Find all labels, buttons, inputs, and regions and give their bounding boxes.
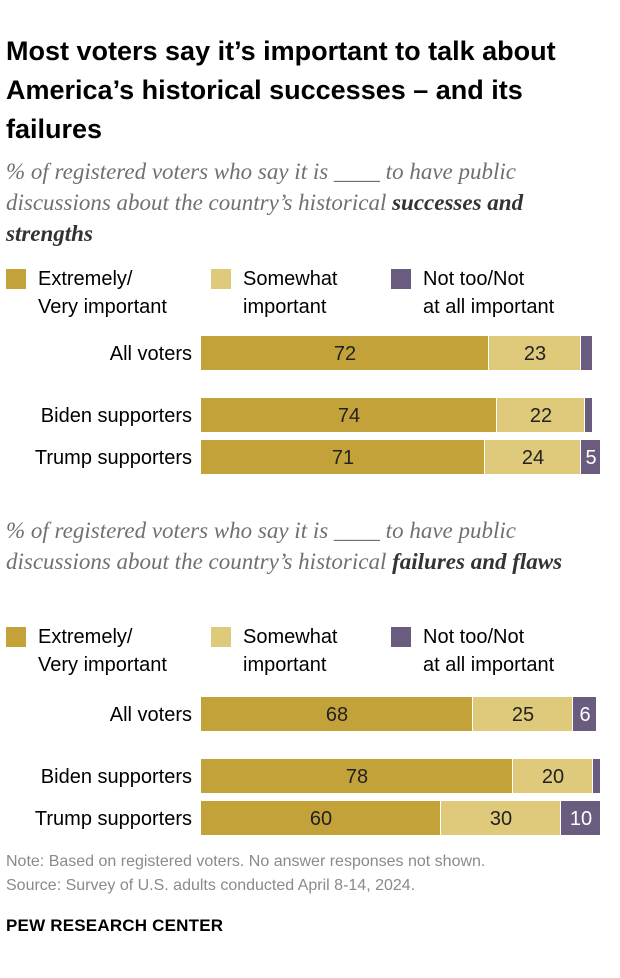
legend-swatch-somewhat	[211, 627, 231, 647]
bar-segment-extremely	[201, 336, 488, 370]
bar-segment-extremely	[201, 759, 512, 793]
category-label: Biden supporters	[41, 766, 192, 788]
bar-segment-not_too	[573, 697, 596, 731]
panel-2-subtitle-emphasis: failures and flaws	[392, 549, 563, 574]
legend-swatch-extremely	[6, 269, 26, 289]
panel-2-subtitle: % of registered voters who say it is ___…	[6, 515, 610, 577]
data-label: 30	[490, 808, 512, 830]
legend-label-somewhat: Somewhat important	[243, 268, 338, 318]
panel-1-subtitle-emphasis: successes and strengths	[6, 190, 524, 246]
panel-1-legend: Extremely/Very important Somewhat importa…	[0, 265, 620, 325]
bar-segment-somewhat	[485, 440, 580, 474]
category-label: Trump supporters	[35, 447, 192, 469]
legend-label-extremely: Extremely/Very important	[38, 626, 167, 676]
bar-segment-somewhat	[441, 801, 560, 835]
pew-logo-text: PEW RESEARCH CENTER	[6, 916, 224, 935]
data-label: 5	[585, 447, 596, 469]
legend-label-not-too: Not too/Not at all important	[423, 268, 555, 318]
legend-swatch-somewhat	[211, 269, 231, 289]
panel-2-chart: All voters 68 25 6 Biden supporters 78 20 Trump…	[0, 689, 620, 839]
data-label: 60	[310, 808, 332, 830]
legend-label-not-too: Not too/Not at all important	[423, 626, 555, 676]
panel-1-subtitle-prefix: % of registered voters who say it is ___…	[6, 159, 516, 215]
data-label: 78	[346, 766, 368, 788]
bar-segment-not_too	[593, 759, 600, 793]
panel-1-chart-svg: All voters 72 23 Biden supporters 74 22 Trump …	[35, 336, 600, 474]
panel-1-subtitle: % of registered voters who say it is ___…	[6, 156, 610, 249]
legend-swatch-extremely	[6, 627, 26, 647]
bar-segment-extremely	[201, 801, 440, 835]
panel-1-chart: All voters 72 23 Biden supporters 74 22 Trump …	[0, 328, 620, 478]
legend-label-extremely: Extremely/Very important	[38, 268, 167, 318]
data-label: 6	[579, 704, 590, 726]
bar-segment-not_too	[585, 398, 592, 432]
data-label: 72	[334, 343, 356, 365]
data-label: 10	[570, 808, 592, 830]
legend-swatch-not-too	[391, 269, 411, 289]
legend-swatch-not-too	[391, 627, 411, 647]
bar-segment-somewhat	[489, 336, 580, 370]
bar-segment-extremely	[201, 398, 496, 432]
bar-segment-not_too	[581, 440, 600, 474]
data-label: 25	[512, 704, 534, 726]
bar-segment-somewhat	[513, 759, 592, 793]
data-label: 71	[332, 447, 354, 469]
data-label: 22	[530, 405, 552, 427]
data-label: 24	[522, 447, 544, 469]
bar-segment-not_too	[581, 336, 592, 370]
panel-2-legend: Extremely/Very important Somewhat importa…	[0, 623, 620, 683]
category-label: All voters	[110, 343, 192, 365]
bar-segment-somewhat	[497, 398, 584, 432]
category-label: Trump supporters	[35, 808, 192, 830]
footnote: Note: Based on registered voters. No ans…	[6, 850, 485, 898]
data-label: 20	[542, 766, 564, 788]
category-label: Biden supporters	[41, 405, 192, 427]
source-text: Source: Survey of U.S. adults conducted …	[6, 877, 416, 894]
bar-segment-somewhat	[473, 697, 572, 731]
data-label: 68	[326, 704, 348, 726]
bar-segment-extremely	[201, 440, 484, 474]
panel-2-subtitle-prefix: % of registered voters who say it is ___…	[6, 518, 516, 574]
bar-segment-not_too	[561, 801, 600, 835]
data-label: 23	[524, 343, 546, 365]
panel-2-chart-svg: All voters 68 25 6 Biden supporters 78 20 Trump…	[35, 697, 600, 835]
bar-segment-extremely	[201, 697, 472, 731]
data-label: 74	[338, 405, 360, 427]
note-text: Note: Based on registered voters. No ans…	[6, 853, 486, 870]
category-label: All voters	[110, 704, 192, 726]
legend-label-somewhat: Somewhat important	[243, 626, 338, 676]
chart-title: Most voters say it’s important to talk a…	[6, 36, 556, 144]
